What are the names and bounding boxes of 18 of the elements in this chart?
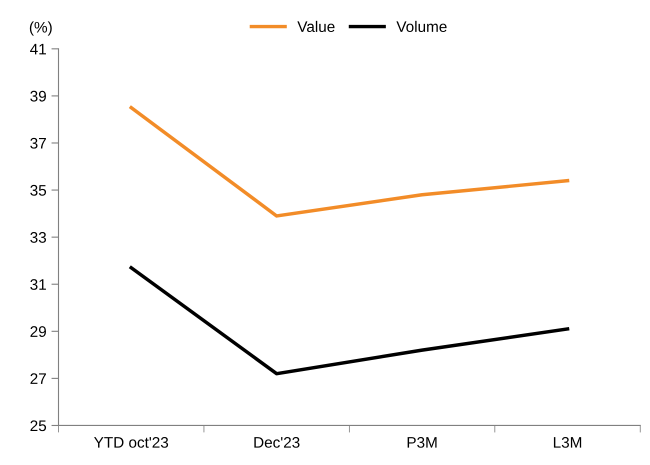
line-series bbox=[129, 106, 570, 218]
y-tick-label: 35 bbox=[30, 184, 46, 196]
x-tick-label: Dec'23 bbox=[254, 436, 300, 448]
legend-label: Volume bbox=[396, 20, 447, 32]
y-tick-label: 41 bbox=[30, 44, 46, 54]
x-tick-label: L3M bbox=[554, 436, 582, 448]
y-tick-label: 37 bbox=[30, 138, 46, 149]
x-tick-label: P3M bbox=[408, 436, 437, 448]
y-tick-label: 27 bbox=[30, 373, 46, 384]
legend-label: Value bbox=[297, 20, 335, 32]
y-axis-title: (%) bbox=[30, 21, 52, 36]
y-tick-label: 33 bbox=[30, 232, 46, 243]
y-tick-label: 31 bbox=[30, 279, 46, 290]
x-tick-label: YTD oct'23 bbox=[94, 436, 168, 448]
y-tick-label: 25 bbox=[30, 420, 46, 432]
line-series bbox=[129, 266, 570, 376]
y-tick-label: 39 bbox=[30, 90, 46, 102]
y-tick-label: 29 bbox=[30, 326, 46, 337]
